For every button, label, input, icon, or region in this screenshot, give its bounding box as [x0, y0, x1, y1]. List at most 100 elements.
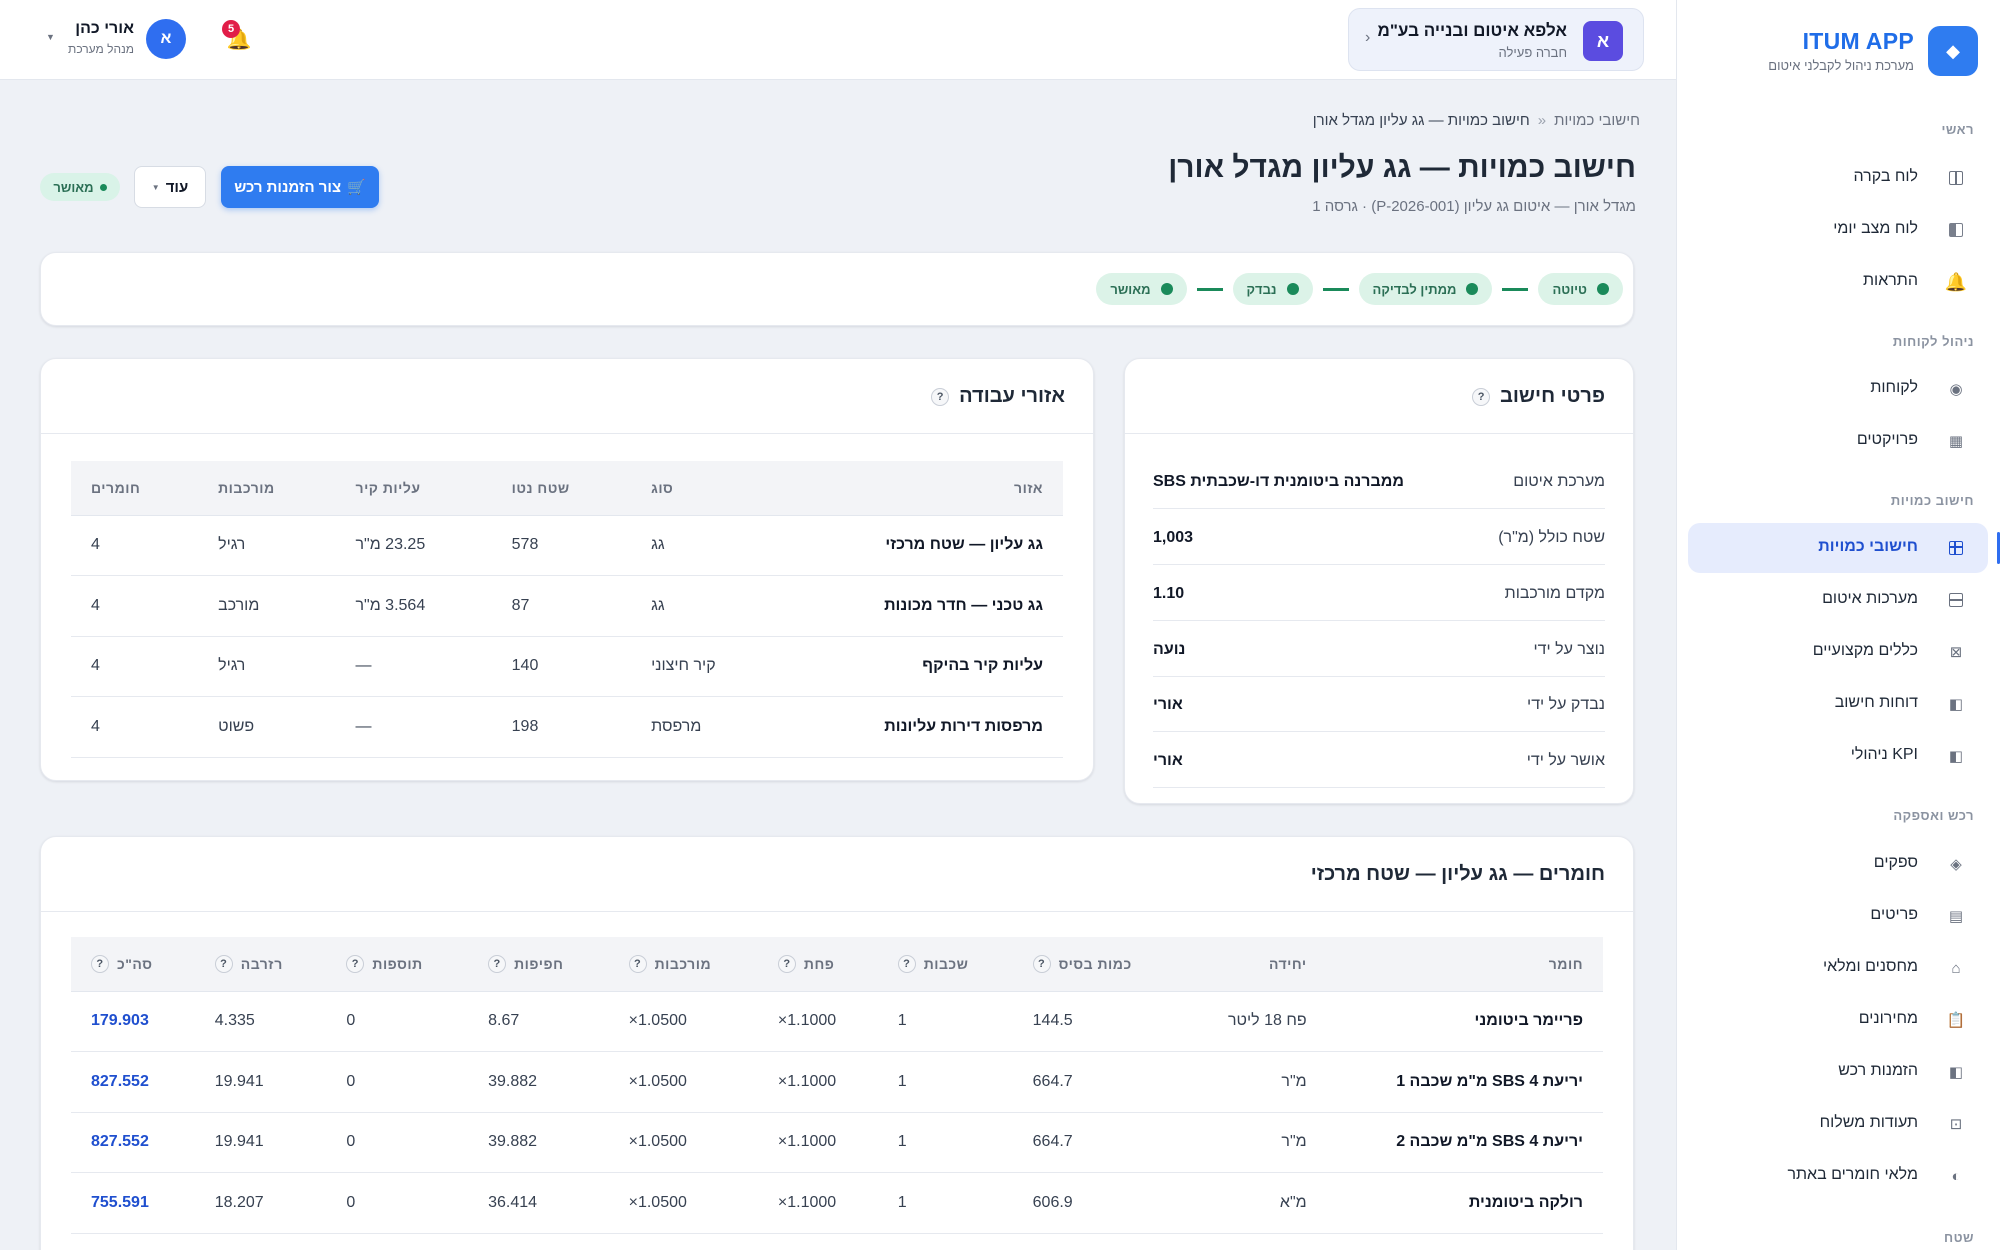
- material-name-cell: רולקה ביטומנית: [1326, 1172, 1603, 1234]
- brand[interactable]: ◆ ITUM APP מערכת ניהול לקבלני איטום: [1698, 26, 1978, 78]
- step-dot-icon: [1597, 283, 1609, 295]
- column-header-label: סה"כ: [117, 955, 153, 972]
- column-header-label: מורכבות: [654, 955, 712, 972]
- help-icon[interactable]: ?: [897, 954, 916, 973]
- column-header[interactable]: שטח נטו: [491, 461, 632, 516]
- column-header[interactable]: תוספות?: [326, 937, 469, 992]
- detail-value: נועה: [1153, 641, 1186, 658]
- sidebar-item-site-stock[interactable]: ◐ מלאי חומרים באתר: [1688, 1151, 1988, 1201]
- column-header[interactable]: סה"כ?: [71, 937, 195, 992]
- nav-group-purchasing: רכש ואספקה: [1893, 808, 1974, 823]
- breadcrumb-separator: «: [1537, 112, 1547, 129]
- table-cell: קיר חיצוני: [631, 636, 780, 697]
- column-header[interactable]: עליות קיר: [335, 461, 492, 516]
- suppliers-icon: ◈: [1950, 856, 1962, 873]
- table-row[interactable]: מרפסות דירות עליונות מרפסת 198— פשוט 4: [71, 696, 1063, 758]
- materials-card: חומרים — גג עליון — שטח מרכזי חומר יחידה כ…: [40, 836, 1634, 1250]
- help-icon[interactable]: ?: [1032, 954, 1051, 973]
- help-icon[interactable]: ?: [931, 387, 950, 406]
- table-row[interactable]: גג טכני — חדר מכונות גג 87 3.564 מ"ר מורכב 4: [71, 575, 1063, 637]
- sidebar-item-items[interactable]: ▤ פריטים: [1688, 891, 1988, 941]
- sidebar-item-warehouse[interactable]: ⌂ מחסנים ומלאי: [1688, 943, 1988, 993]
- column-header[interactable]: יחידה: [1182, 937, 1327, 992]
- detail-row: שטח כולל (מ"ר) 1,003: [1153, 509, 1605, 565]
- column-header-content: תוספות?: [346, 954, 422, 973]
- table-cell: 0: [326, 991, 469, 1052]
- table-row[interactable]: פריימר ביטומני פח 18 ליטר 144.5 1 ×1.1000 ×1.…: [71, 991, 1603, 1052]
- sidebar-item-kpi[interactable]: ◧ KPI ניהולי: [1688, 731, 1988, 781]
- table-row[interactable]: רולקה ביטומנית מ"א 606.9 1 ×1.1000 ×1.0500 36.…: [71, 1172, 1603, 1234]
- card-title: פרטי חישוב ?: [1472, 385, 1605, 408]
- sidebar-item-calculations[interactable]: חישובי כמויות: [1688, 523, 2000, 573]
- chevron-down-icon[interactable]: ▼: [46, 32, 55, 42]
- company-switcher[interactable]: א אלפא איטום ובנייה בע"מ חברה פעילה ‹: [1348, 8, 1644, 71]
- sidebar-item-projects[interactable]: ▦ פרויקטים: [1688, 416, 1988, 466]
- table-header-row: חומר יחידה כמות בסיס? שכבות? פחת? מורכבות? חפי…: [71, 937, 1603, 992]
- help-icon[interactable]: ?: [91, 954, 109, 973]
- sidebar-item-purchase-orders[interactable]: ◧ הזמנות רכש: [1688, 1047, 1988, 1097]
- table-cell: 140: [491, 636, 632, 697]
- table-row[interactable]: גג עליון — שטח מרכזי גג 578 23.25 מ"ר רגיל 4: [71, 515, 1063, 576]
- divider: [41, 433, 1093, 434]
- help-icon[interactable]: ?: [777, 954, 796, 973]
- table-row[interactable]: יריעת SBS 4 מ"מ שכבה 2 מ"ר 664.7 1 ×1.1000 ×1…: [71, 1112, 1603, 1173]
- more-button[interactable]: עוד ▼: [134, 166, 206, 208]
- table-row[interactable]: יריעת SBS 4 מ"מ שכבה 1 מ"ר 664.7 1 ×1.1000 ×1…: [71, 1051, 1603, 1113]
- breadcrumb-root-link[interactable]: חישובי כמויות: [1554, 112, 1640, 129]
- company-name: אלפא איטום ובנייה בע"מ: [1377, 21, 1567, 40]
- column-header[interactable]: חפיפות?: [468, 937, 609, 992]
- sidebar-item-label: פרויקטים: [1856, 431, 1918, 448]
- column-header[interactable]: מורכבות?: [608, 937, 758, 992]
- column-header[interactable]: פחת?: [757, 937, 878, 992]
- table-cell: פשוט: [198, 696, 336, 758]
- sidebar-item-dashboard[interactable]: לוח בקרה: [1688, 153, 1988, 203]
- help-icon[interactable]: ?: [628, 954, 647, 973]
- table-cell: 3.564 מ"ר: [335, 575, 492, 637]
- sidebar-item-reports[interactable]: ◧ דוחות חישוב: [1688, 679, 1988, 729]
- workflow-connector: [1196, 287, 1223, 291]
- column-header[interactable]: חומר: [1326, 937, 1603, 992]
- help-icon[interactable]: ?: [1472, 387, 1491, 406]
- column-header-content: מורכבות?: [628, 954, 712, 973]
- sidebar-item-suppliers[interactable]: ◈ ספקים: [1688, 839, 1988, 889]
- sidebar-item-label: התראות: [1863, 272, 1918, 289]
- column-header[interactable]: סוג: [631, 461, 780, 516]
- user-avatar[interactable]: א: [146, 19, 186, 59]
- user-name[interactable]: אורי כהן: [75, 20, 134, 37]
- workflow-steps: טיוטה ממתין לבדיקה נבדק מאושר: [1096, 273, 1623, 305]
- create-purchase-orders-button[interactable]: 🛒 צור הזמנות רכש: [221, 166, 379, 208]
- zones-title: אזורי עבודה: [959, 385, 1065, 407]
- sidebar-item-systems[interactable]: מערכות איטום: [1688, 575, 1988, 625]
- sidebar-item-rules[interactable]: ⊠ כללים מקצועיים: [1688, 627, 1988, 677]
- column-header[interactable]: מורכבות: [198, 461, 336, 516]
- notifications-button[interactable]: 🔔 5: [222, 20, 252, 52]
- help-icon[interactable]: ?: [346, 954, 365, 973]
- column-header[interactable]: שכבות?: [877, 937, 1013, 992]
- detail-key: שטח כולל (מ"ר): [1498, 529, 1605, 546]
- sidebar-item-label: KPI ניהולי: [1850, 746, 1918, 763]
- sidebar-item-pricelists[interactable]: 📋 מחירונים: [1688, 995, 1988, 1045]
- sidebar-item-label: מערכות איטום: [1822, 590, 1918, 607]
- column-header[interactable]: כמות בסיס?: [1012, 937, 1183, 992]
- table-cell: 606.9: [1012, 1172, 1183, 1234]
- column-header[interactable]: אזור: [779, 461, 1063, 516]
- sidebar-item-delivery-notes[interactable]: ⊡ תעודות משלוח: [1688, 1099, 1988, 1149]
- workflow-connector: [1502, 287, 1529, 291]
- systems-icon: [1946, 590, 1966, 610]
- sidebar-item-alerts[interactable]: 🔔 התראות: [1688, 257, 1988, 307]
- company-status: חברה פעילה: [1498, 45, 1567, 60]
- topbar: א אלפא איטום ובנייה בע"מ חברה פעילה ‹ 🔔 …: [0, 0, 1676, 80]
- nav-group-field: שטח: [1943, 1230, 1974, 1245]
- column-header[interactable]: רזרבה?: [194, 937, 327, 992]
- sidebar-item-daily-board[interactable]: לוח מצב יומי: [1688, 205, 1988, 255]
- workflow-step-reviewed: נבדק: [1232, 273, 1313, 305]
- table-cell: 4.335: [194, 991, 327, 1052]
- sidebar-item-customers[interactable]: ◉ לקוחות: [1688, 364, 1988, 414]
- table-row[interactable]: עליות קיר בהיקף קיר חיצוני 140— רגיל 4: [71, 636, 1063, 697]
- divider: [41, 911, 1633, 912]
- table-cell: 39.882: [468, 1051, 609, 1113]
- brand-subtitle: מערכת ניהול לקבלני איטום: [1768, 58, 1914, 73]
- help-icon[interactable]: ?: [488, 954, 507, 973]
- column-header[interactable]: חומרים: [71, 461, 199, 516]
- help-icon[interactable]: ?: [214, 954, 233, 973]
